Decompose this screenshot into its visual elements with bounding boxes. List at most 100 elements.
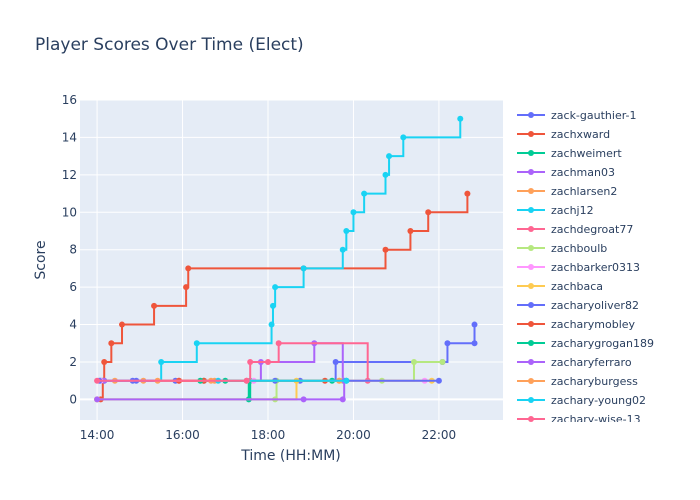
legend-label: zachweimert	[551, 147, 622, 160]
data-point	[185, 265, 192, 272]
data-point	[435, 377, 442, 384]
legend-label: zachboulb	[551, 242, 607, 255]
legend-item[interactable]: zachweimert	[517, 147, 622, 160]
y-tick-label: 2	[69, 355, 77, 369]
legend-swatch-marker	[528, 321, 534, 327]
data-point	[108, 340, 115, 347]
data-point	[300, 396, 307, 403]
legend-label: zacharymobley	[551, 318, 636, 331]
data-point	[265, 358, 271, 365]
data-point	[471, 321, 478, 328]
data-point	[94, 377, 101, 384]
data-point	[382, 171, 389, 178]
data-point	[243, 377, 250, 384]
legend-item[interactable]: zachj12	[517, 204, 594, 217]
x-tick-label: 16:00	[165, 428, 200, 442]
data-point	[439, 358, 446, 365]
legend-item[interactable]: zacharyferraro	[517, 356, 632, 369]
y-tick-label: 0	[69, 392, 77, 406]
legend-item[interactable]: zachxward	[517, 128, 610, 141]
data-point	[382, 246, 389, 253]
data-point	[272, 284, 279, 291]
legend-item[interactable]: zachary-young02	[517, 394, 646, 407]
data-point	[247, 358, 254, 365]
plot-area	[80, 100, 503, 420]
y-tick-label: 10	[62, 205, 77, 219]
legend-item[interactable]: zacharyoliver82	[517, 299, 639, 312]
legend-label: zachbarker0313	[551, 261, 640, 274]
data-point	[193, 340, 200, 347]
legend-swatch-marker	[528, 207, 534, 213]
legend-swatch-marker	[528, 150, 534, 156]
y-tick-label: 4	[69, 318, 77, 332]
legend-label: zachman03	[551, 166, 615, 179]
legend-item[interactable]: zacharyburgess	[517, 375, 638, 388]
y-tick-label: 6	[69, 280, 77, 294]
legend-label: zachdegroat77	[551, 223, 633, 236]
data-point	[361, 190, 368, 197]
legend-swatch-marker	[528, 378, 534, 384]
legend-swatch-marker	[528, 112, 534, 118]
data-point	[400, 134, 407, 141]
data-point	[444, 340, 451, 347]
legend-item[interactable]: zachbarker0313	[517, 261, 640, 274]
y-tick-label: 16	[62, 93, 77, 107]
series-zachary-wise-13	[94, 377, 250, 384]
legend-item[interactable]: zachboulb	[517, 242, 607, 255]
data-point	[386, 153, 393, 160]
data-point	[343, 377, 350, 384]
legend-swatch-marker	[528, 340, 534, 346]
legend-label: zachlarsen2	[551, 185, 617, 198]
legend-label: zachxward	[551, 128, 610, 141]
data-point	[300, 265, 307, 272]
legend-label: zachary-young02	[551, 394, 646, 407]
data-point	[407, 227, 414, 234]
legend-swatch-marker	[528, 302, 534, 308]
data-point	[275, 340, 282, 347]
legend-label: zachbaca	[551, 280, 603, 293]
legend-item[interactable]: zachlarsen2	[517, 185, 617, 198]
data-point	[269, 302, 276, 309]
data-point	[101, 358, 108, 365]
x-tick-label: 20:00	[336, 428, 371, 442]
legend-item[interactable]: zack-gauthier-1	[517, 109, 637, 122]
legend-label: zack-gauthier-1	[551, 109, 637, 122]
legend-swatch-marker	[528, 416, 534, 422]
legend-item[interactable]: zachary-wise-13	[517, 413, 641, 426]
legend-swatch-marker	[528, 359, 534, 365]
data-point	[119, 321, 126, 328]
data-point	[268, 321, 275, 328]
data-point	[425, 209, 432, 216]
legend-item[interactable]: zachbaca	[517, 280, 603, 293]
data-point	[350, 209, 357, 216]
legend-swatch-marker	[528, 131, 534, 137]
x-tick-label: 18:00	[251, 428, 286, 442]
data-point	[339, 246, 346, 253]
legend-item[interactable]: zachman03	[517, 166, 615, 179]
legend-label: zacharyferraro	[551, 356, 632, 369]
legend-label: zacharyoliver82	[551, 299, 639, 312]
data-point	[151, 302, 158, 309]
legend-item[interactable]: zacharymobley	[517, 318, 636, 331]
x-tick-label: 14:00	[80, 428, 115, 442]
legend-item[interactable]: zachdegroat77	[517, 223, 633, 236]
legend-swatch-marker	[528, 283, 534, 289]
data-point	[332, 358, 339, 365]
legend-label: zachary-wise-13	[551, 413, 641, 426]
legend: zack-gauthier-1 zachxward zachweimert zachm…	[517, 109, 654, 426]
data-point	[94, 396, 101, 403]
y-tick-label: 14	[62, 130, 77, 144]
legend-label: zacharygrogan189	[551, 337, 654, 350]
data-point	[471, 340, 478, 347]
legend-swatch-marker	[528, 264, 534, 270]
data-point	[410, 358, 417, 365]
y-axis-label: Score	[33, 240, 49, 279]
legend-item[interactable]: zacharygrogan189	[517, 337, 654, 350]
data-point	[339, 396, 346, 403]
y-tick-label: 8	[69, 243, 77, 257]
legend-swatch-marker	[528, 245, 534, 251]
legend-swatch-marker	[528, 226, 534, 232]
legend-label: zachj12	[551, 204, 594, 217]
series-group	[94, 115, 478, 403]
